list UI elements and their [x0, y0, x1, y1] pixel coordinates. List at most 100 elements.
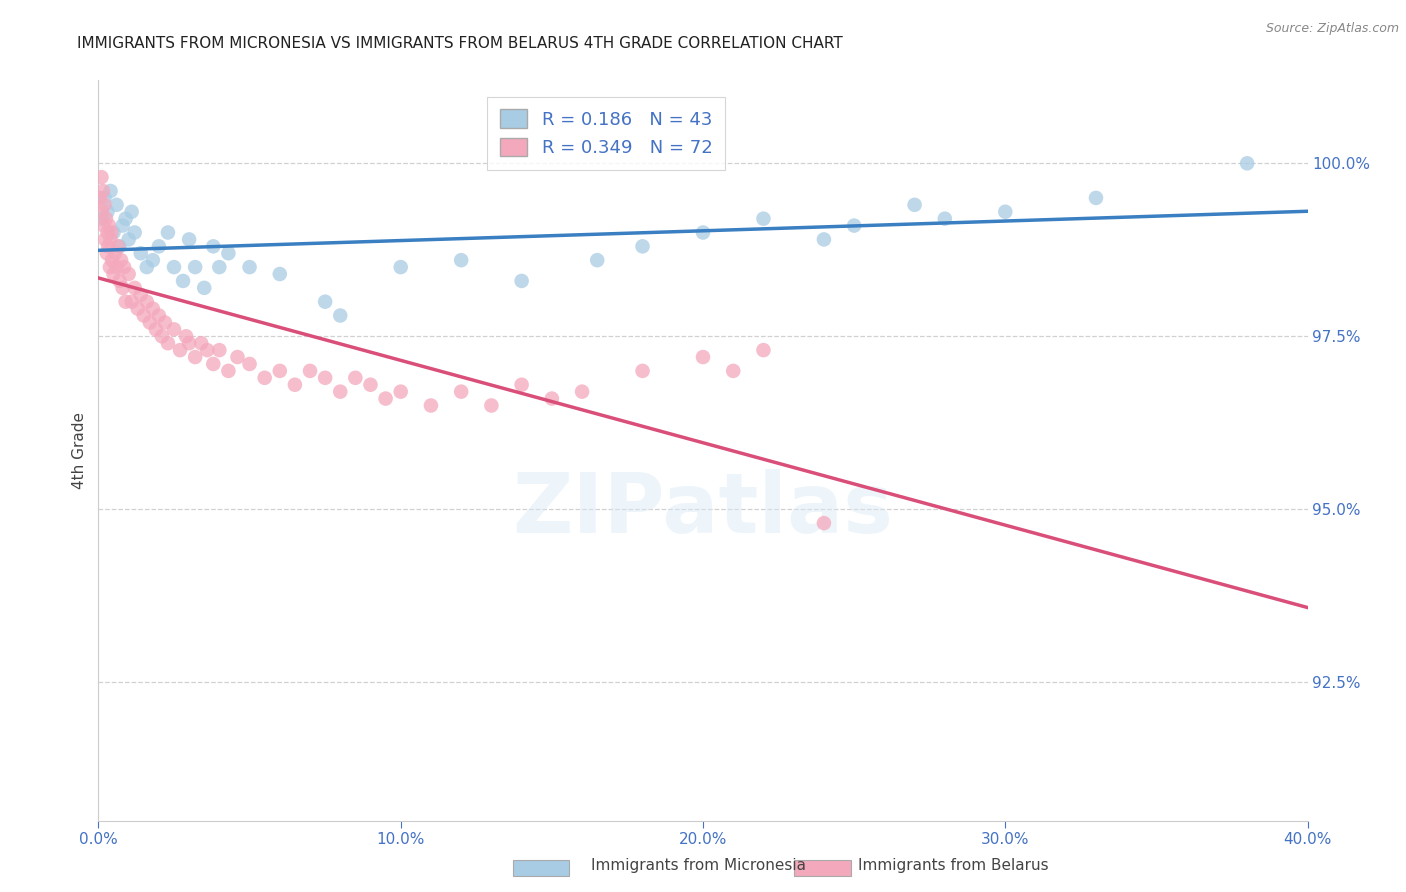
- Point: [94, 232, 117, 246]
- Point: [389, 260, 412, 274]
- Point: [100, 226, 122, 240]
- Point: [150, 329, 173, 343]
- Point: [314, 294, 336, 309]
- Point: [934, 211, 956, 226]
- Point: [163, 322, 186, 336]
- Point: [90, 211, 112, 226]
- Point: [135, 260, 157, 274]
- Text: ZIPatlas: ZIPatlas: [513, 469, 893, 550]
- Point: [108, 274, 131, 288]
- Point: [360, 377, 382, 392]
- Point: [540, 392, 562, 406]
- Point: [179, 232, 201, 246]
- Point: [172, 274, 194, 288]
- Point: [104, 246, 127, 260]
- Point: [112, 260, 135, 274]
- Point: [420, 399, 443, 413]
- Point: [93, 191, 115, 205]
- Point: [107, 239, 129, 253]
- Point: [269, 364, 291, 378]
- Point: [329, 384, 352, 399]
- Text: Immigrants from Belarus: Immigrants from Belarus: [858, 858, 1049, 872]
- Point: [195, 343, 218, 358]
- Point: [723, 364, 745, 378]
- Point: [1085, 191, 1108, 205]
- Point: [148, 239, 170, 253]
- Point: [153, 315, 176, 329]
- Point: [510, 274, 533, 288]
- Point: [450, 253, 472, 268]
- Point: [510, 377, 533, 392]
- Point: [121, 204, 143, 219]
- Point: [129, 287, 152, 301]
- Point: [202, 239, 225, 253]
- Point: [193, 281, 215, 295]
- Point: [124, 226, 146, 240]
- Point: [217, 246, 239, 260]
- Point: [100, 232, 122, 246]
- Point: [101, 253, 124, 268]
- Point: [105, 260, 128, 274]
- Point: [190, 336, 212, 351]
- Point: [105, 198, 128, 212]
- Point: [184, 260, 207, 274]
- Point: [184, 350, 207, 364]
- Point: [208, 343, 231, 358]
- Point: [93, 219, 115, 233]
- Point: [96, 204, 118, 219]
- Point: [142, 301, 165, 316]
- Point: [94, 211, 117, 226]
- Point: [156, 336, 179, 351]
- Point: [904, 198, 927, 212]
- Point: [96, 246, 118, 260]
- Point: [631, 239, 654, 253]
- Legend: R = 0.186   N = 43, R = 0.349   N = 72: R = 0.186 N = 43, R = 0.349 N = 72: [488, 96, 725, 169]
- Point: [239, 357, 262, 371]
- Point: [329, 309, 352, 323]
- Point: [174, 329, 197, 343]
- Point: [299, 364, 322, 378]
- Point: [844, 219, 866, 233]
- Point: [91, 204, 114, 219]
- Point: [217, 364, 239, 378]
- Point: [139, 315, 162, 329]
- Point: [752, 211, 775, 226]
- Point: [1236, 156, 1258, 170]
- Point: [118, 267, 141, 281]
- Point: [284, 377, 307, 392]
- Point: [179, 336, 201, 351]
- Point: [163, 260, 186, 274]
- Text: Source: ZipAtlas.com: Source: ZipAtlas.com: [1265, 22, 1399, 36]
- Point: [98, 260, 121, 274]
- Point: [103, 226, 125, 240]
- Point: [135, 294, 157, 309]
- Point: [111, 219, 134, 233]
- Point: [111, 281, 134, 295]
- Point: [692, 350, 714, 364]
- Text: Immigrants from Micronesia: Immigrants from Micronesia: [591, 858, 806, 872]
- Point: [269, 267, 291, 281]
- Point: [89, 191, 111, 205]
- Point: [145, 322, 167, 336]
- Point: [813, 516, 835, 530]
- Point: [374, 392, 396, 406]
- Point: [752, 343, 775, 358]
- Point: [142, 253, 165, 268]
- Point: [202, 357, 225, 371]
- Point: [813, 232, 835, 246]
- Point: [631, 364, 654, 378]
- Point: [110, 253, 132, 268]
- Point: [314, 371, 336, 385]
- Point: [98, 219, 121, 233]
- Point: [208, 260, 231, 274]
- Point: [90, 170, 112, 185]
- Point: [114, 211, 136, 226]
- Point: [97, 239, 120, 253]
- Point: [239, 260, 262, 274]
- Point: [253, 371, 276, 385]
- Y-axis label: 4th Grade: 4th Grade: [72, 412, 87, 489]
- Point: [132, 309, 155, 323]
- Point: [571, 384, 593, 399]
- Point: [124, 281, 146, 295]
- Point: [156, 226, 179, 240]
